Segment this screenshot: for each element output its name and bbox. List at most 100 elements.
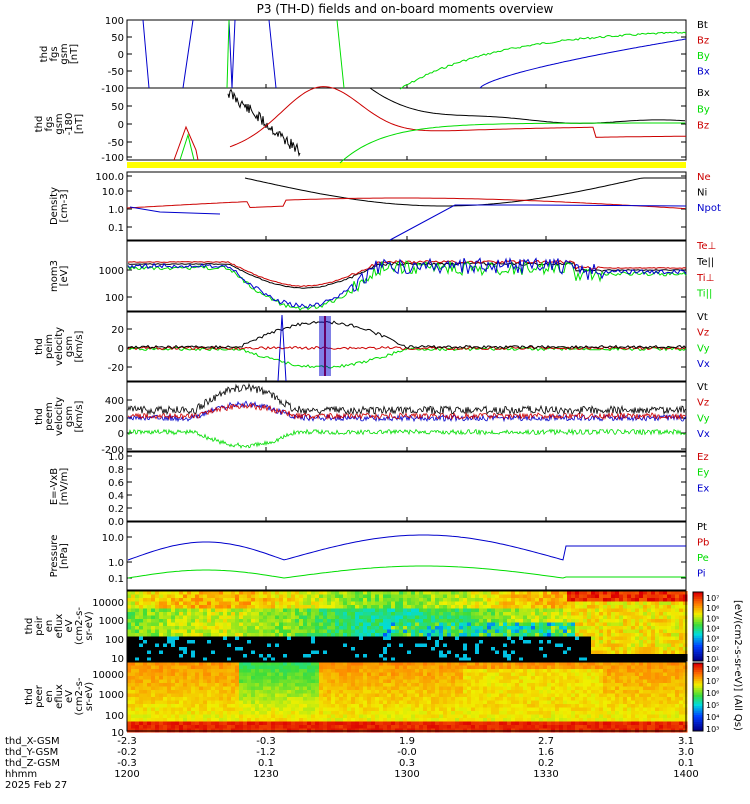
series-peem-vy <box>128 430 686 448</box>
legend-fgs-bz: Bz <box>697 35 709 46</box>
y-tick-label-peim: 20 <box>111 325 124 336</box>
x-row-label: thd_Y-GSM <box>5 747 58 758</box>
legend-peim-vy: Vy <box>697 343 710 354</box>
legend-pressure-pe: Pe <box>697 553 709 564</box>
legend-fgs-bx: Bx <box>697 66 710 77</box>
series-density-npot <box>390 205 686 240</box>
y-tick-label-peim: 0 <box>118 344 124 355</box>
legend-peim-vz: Vz <box>697 328 709 339</box>
x-row-label: thd_X-GSM <box>5 736 60 747</box>
colorbar-peir <box>693 592 703 662</box>
y-tick-label-pressure: 1.0 <box>108 558 124 569</box>
y-tick-label-temp: 100 <box>105 293 124 304</box>
y-tick-label-pressure: 0.1 <box>108 574 124 585</box>
y-tick-label-fgs-clip: -50 <box>108 138 124 149</box>
legend-peem-vz: Vz <box>697 398 709 409</box>
series-density-npot-early <box>130 207 220 214</box>
x-tick-label: -0.3 <box>117 758 137 769</box>
y-tick-label-fgs-clip: -100 <box>101 153 124 164</box>
series-fgs2-bz <box>230 87 686 147</box>
y-axis-label-efield: [mV/m] <box>59 468 70 506</box>
series-peim-vt <box>128 321 686 348</box>
y-tick-label-density: 1.0 <box>108 205 124 216</box>
legend-temp-te||: Te|| <box>696 257 714 268</box>
y-tick-label-peer: 1000 <box>99 690 124 701</box>
x-row-label: thd_Z-GSM <box>5 758 60 769</box>
y-axis-label-peem: [km/s] <box>74 400 85 432</box>
y-tick-label-efield: 0.4 <box>108 491 124 502</box>
x-tick-label: -0.2 <box>117 747 137 758</box>
x-tick-label: 3.1 <box>678 736 694 747</box>
panel-frame-efield <box>127 452 686 521</box>
legend-density-ni: Ni <box>697 187 707 198</box>
x-tick-label: 1330 <box>533 769 558 780</box>
legend-efield-ey: Ey <box>697 468 709 479</box>
colorbar-peer-tick: 10⁶ <box>706 689 719 698</box>
y-tick-label-fgs: 100 <box>105 16 124 27</box>
flag-bar <box>127 162 686 168</box>
panel-frame-pressure <box>127 522 686 590</box>
y-tick-label-peim: -20 <box>108 363 124 374</box>
y-tick-label-peir: 1000 <box>99 616 124 627</box>
series-temp-ti-perp <box>128 258 686 308</box>
legend-pressure-pt: Pt <box>697 522 707 533</box>
series-peim-vy <box>128 348 686 369</box>
legend-peim-vx: Vx <box>697 359 710 370</box>
x-tick-label: 2.7 <box>538 736 554 747</box>
series-pressure-pe <box>128 566 686 578</box>
x-tick-label: 1.6 <box>538 747 554 758</box>
x-tick-label: -0.0 <box>397 747 417 758</box>
y-tick-label-peem: 0 <box>118 429 124 440</box>
y-axis-label-pressure: [nPa] <box>59 543 70 569</box>
spectrogram-peer <box>127 662 688 733</box>
legend-peem-vy: Vy <box>697 413 710 424</box>
y-tick-label-peer: 10000 <box>92 670 124 681</box>
legend-peim-vt: Vt <box>697 312 708 323</box>
series-fgs-bx-spike <box>183 20 193 88</box>
x-tick-label: 0.3 <box>399 758 415 769</box>
series-fgs-by <box>400 32 686 89</box>
series-fgs-bx-spike <box>269 20 276 88</box>
series-density-ne <box>127 198 685 209</box>
x-tick-label: 1400 <box>673 769 698 780</box>
x-tick-label: -0.3 <box>256 736 276 747</box>
x-row-label: hhmm <box>5 769 37 780</box>
x-tick-label: 0.2 <box>538 758 554 769</box>
colorbar-peir-tick: 10⁴ <box>706 625 719 634</box>
y-axis-label-peim: [km/s] <box>74 330 85 362</box>
panel-frame-density <box>127 172 686 240</box>
legend-efield-ez: Ez <box>697 452 709 463</box>
y-tick-label-fgs-clip: 50 <box>111 102 124 113</box>
legend-fgs-by: By <box>697 51 710 62</box>
x-tick-label: 0.1 <box>258 758 274 769</box>
y-tick-label-fgs: -50 <box>108 67 124 78</box>
series-fgs2-bx-late <box>370 88 685 123</box>
y-tick-label-peir: 10 <box>111 654 124 665</box>
y-tick-label-density: 10.0 <box>102 187 124 198</box>
series-fgs2-bz-early <box>174 127 198 160</box>
legend-pressure-pi: Pi <box>697 568 706 579</box>
legend-peem-vx: Vx <box>697 429 710 440</box>
colorbar-peir-tick: 10⁷ <box>706 594 719 603</box>
y-axis-label-fgs-clip: [nT] <box>74 114 85 134</box>
y-tick-label-efield: 0.2 <box>108 504 124 515</box>
y-tick-label-efield: 0.6 <box>108 478 124 489</box>
y-tick-label-pressure: 10.0 <box>102 533 124 544</box>
colorbar-peir-tick: 10² <box>706 645 719 654</box>
legend-density-ne: Ne <box>697 172 711 183</box>
plot-title: P3 (TH-D) fields and on-board moments ov… <box>257 2 554 16</box>
legend-fgs-clip-bx: Bx <box>697 88 710 99</box>
y-tick-label-density: 0.1 <box>108 223 124 234</box>
legend-temp-ti⊥: Ti⊥ <box>696 273 714 284</box>
series-density-ni <box>245 178 686 206</box>
colorbar-peer-tick: 10³ <box>706 725 719 734</box>
y-tick-label-fgs: -100 <box>101 84 124 95</box>
series-fgs-bx-spike <box>143 20 149 88</box>
legend-density-npot: Npot <box>697 203 721 214</box>
colorbar-peer <box>693 663 703 732</box>
y-axis-label-peer: sr-eV) <box>84 682 95 711</box>
legend-fgs-clip-bz: Bz <box>697 121 709 132</box>
colorbar-peer-tick: 10⁵ <box>706 701 719 710</box>
